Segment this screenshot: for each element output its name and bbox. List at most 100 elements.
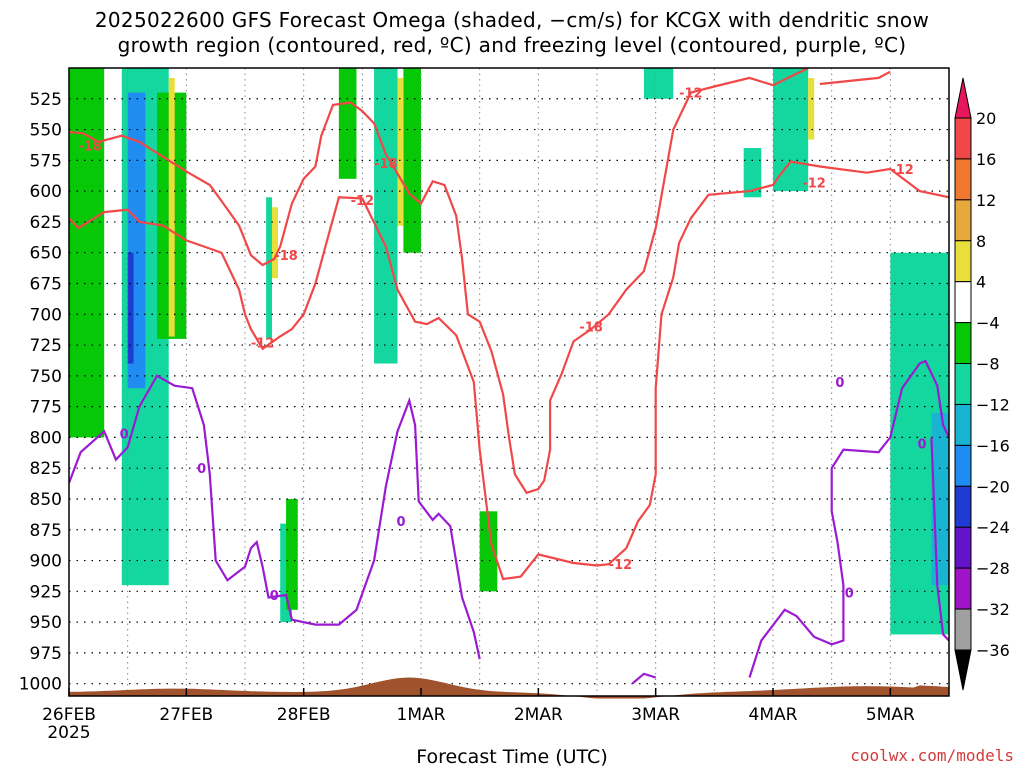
omega-patch-positive [168, 78, 175, 337]
freezing-contour-line [930, 437, 949, 642]
colorbar-label: 16 [976, 150, 996, 169]
dgz-contour-label: -18 [274, 249, 298, 264]
y-tick-label: 925 [30, 582, 62, 602]
x-tick-label: 5MAR [866, 705, 915, 725]
omega-patch [743, 148, 762, 198]
colorbar-box [954, 485, 972, 528]
terrain-ground [69, 677, 949, 699]
colorbar-top-arrow [954, 77, 972, 119]
colorbar-label: −16 [976, 436, 1010, 455]
colorbar-label: −12 [976, 395, 1010, 414]
colorbar-box [954, 240, 972, 283]
colorbar-label: −24 [976, 518, 1010, 537]
colorbar-label: −36 [976, 641, 1010, 660]
x-tick-label: 3MAR [631, 705, 680, 725]
colorbar-label: −8 [976, 355, 1000, 374]
omega-patch [286, 498, 298, 610]
y-tick-label: 900 [30, 552, 62, 572]
dgz-contour-label: -18 [78, 140, 102, 155]
freezing-level-contours [69, 359, 949, 685]
colorbar-label: −32 [976, 600, 1010, 619]
dgz-contours [69, 68, 949, 581]
freezing-contour-label: 0 [835, 376, 844, 391]
colorbar-label: 12 [976, 191, 996, 210]
y-tick-label: 800 [30, 428, 62, 448]
omega-shading [69, 68, 955, 635]
colorbar-box [954, 567, 972, 610]
x-axis-title: Forecast Time (UTC) [416, 746, 608, 768]
colorbar-box [954, 608, 972, 651]
freezing-contour-label: 0 [197, 462, 206, 477]
y-axis: 525 550 575 600 625 650 675 700 725 750 775 800 825 8… [19, 90, 62, 695]
omega-patch [127, 252, 134, 364]
x-tick-label: 26FEB [42, 705, 96, 725]
plot-frame [68, 67, 950, 697]
omega-patch-positive [397, 78, 404, 226]
dgz-contour-line [819, 70, 891, 86]
colorbar-box [954, 526, 972, 569]
grid-lines [69, 68, 949, 696]
omega-patch [479, 511, 498, 592]
y-tick-label: 750 [30, 367, 62, 387]
y-tick-label: 950 [30, 613, 62, 633]
omega-patch [643, 68, 674, 99]
colorbar-box [954, 199, 972, 242]
y-tick-label: 550 [30, 121, 62, 141]
y-tick-label: 850 [30, 490, 62, 510]
y-tick-label: 625 [30, 213, 62, 233]
y-tick-label: 525 [30, 90, 62, 110]
omega-patch [773, 68, 809, 192]
colorbar-box [954, 322, 972, 365]
x-year-label: 2025 [47, 723, 90, 743]
y-tick-label: 575 [30, 151, 62, 171]
colorbar-bottom-arrow [954, 649, 972, 691]
x-tick-label: 28FEB [277, 705, 331, 725]
y-tick-label: 725 [30, 336, 62, 356]
y-tick-label: 1000 [19, 675, 62, 695]
dgz-contour-label: -12 [351, 194, 375, 209]
x-tick-label: 2MAR [514, 705, 563, 725]
y-tick-label: 650 [30, 244, 62, 264]
x-tick-label: 4MAR [749, 705, 798, 725]
colorbar-label: 4 [976, 273, 986, 292]
y-tick-label: 775 [30, 398, 62, 418]
dgz-contour-label: -18 [374, 157, 398, 172]
colorbar-label: −20 [976, 477, 1010, 496]
freezing-contour-line [748, 359, 949, 678]
freezing-contour-label: 0 [270, 589, 279, 604]
omega-patch [374, 68, 398, 364]
omega-patch-positive [949, 263, 955, 454]
colorbar-label: −28 [976, 559, 1010, 578]
y-tick-label: 675 [30, 274, 62, 294]
y-tick-label: 700 [30, 305, 62, 325]
contour-labels: -18 -12 -18 -12 -18 -12 -18 -12 -12 -12 0 0 0 0 0 0 0 [78, 87, 926, 604]
omega-patch-positive [808, 78, 815, 140]
y-tick-label: 875 [30, 521, 62, 541]
omega-patch [403, 68, 421, 253]
freezing-contour-label: 0 [845, 587, 854, 602]
colorbar-box [954, 363, 972, 405]
colorbar-label: 20 [976, 109, 996, 128]
freezing-contour-line [631, 672, 657, 685]
dgz-contour-line [69, 160, 949, 581]
omega-patch [266, 197, 272, 339]
colorbar-box [954, 403, 972, 446]
colorbar-label: 8 [976, 232, 986, 251]
y-tick-label: 975 [30, 644, 62, 664]
chart-title: 2025022600 GFS Forecast Omega (shaded, −… [0, 8, 1024, 58]
colorbar-box [954, 444, 972, 487]
omega-patch [338, 68, 357, 179]
dgz-contour-label: -12 [251, 337, 275, 352]
dgz-contour-label: -12 [679, 87, 703, 102]
y-tick-label: 600 [30, 182, 62, 202]
y-tick-label: 825 [30, 459, 62, 479]
omega-patch [69, 68, 105, 438]
dgz-contour-label: -12 [802, 177, 826, 192]
freezing-contour-label: 0 [120, 428, 129, 443]
freezing-contour-label: 0 [397, 515, 406, 530]
omega-patch-positive [271, 207, 278, 279]
credit-text: coolwx.com/models [850, 746, 1014, 765]
chart-title-line2: growth region (contoured, red, ºC) and f… [117, 33, 907, 57]
colorbar-box [954, 117, 972, 160]
